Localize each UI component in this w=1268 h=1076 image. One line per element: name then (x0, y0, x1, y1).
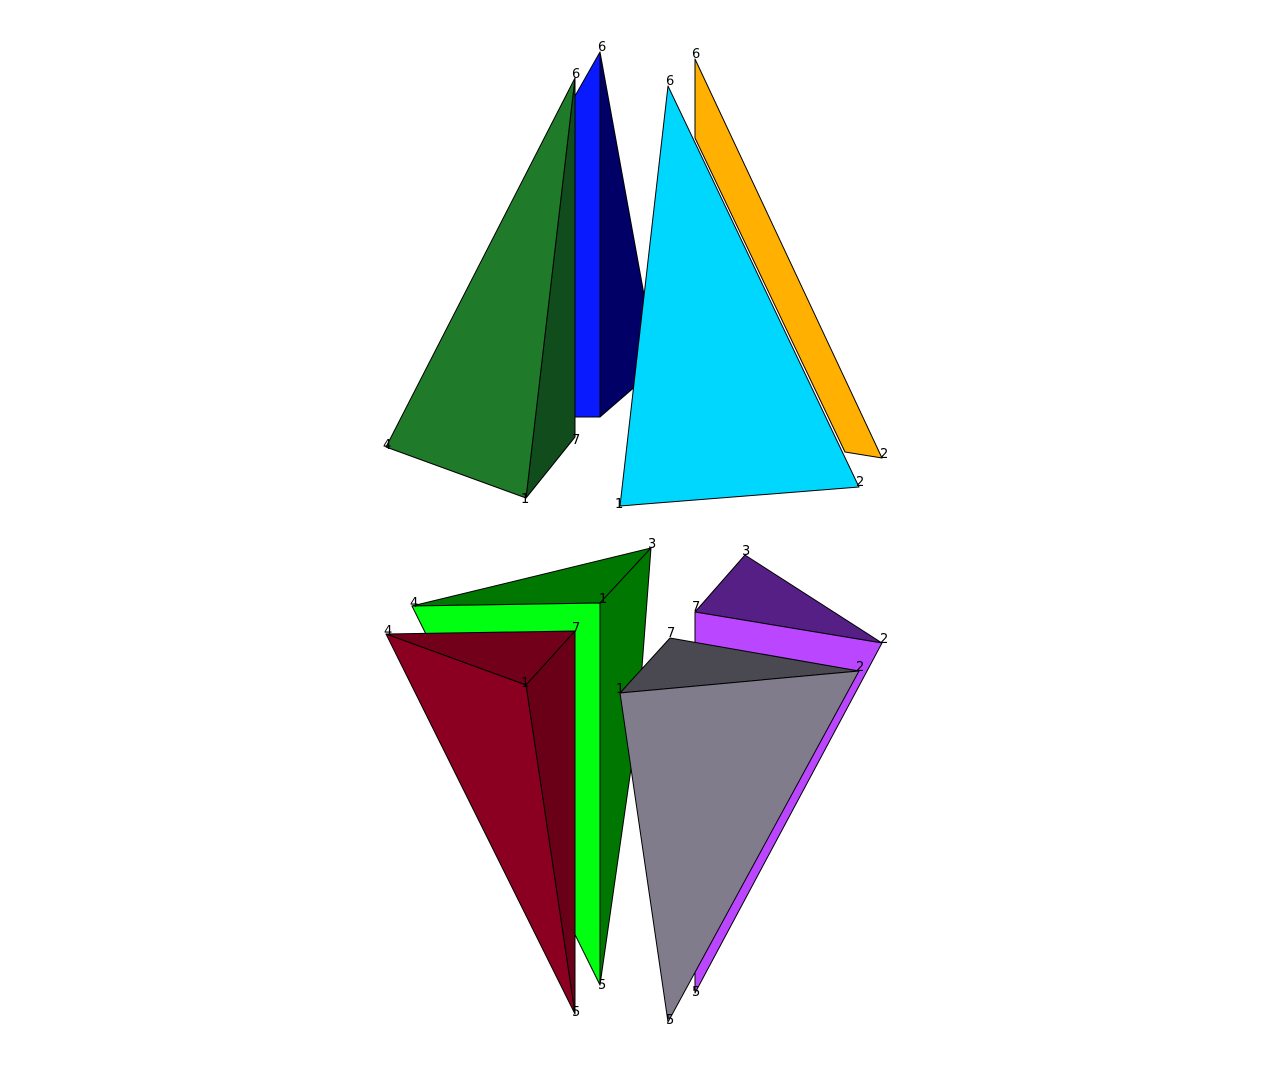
blue-pyramid-front-face (574, 51, 601, 418)
vertex-label-crimson-4: 4 (384, 624, 392, 639)
vertex-label-bottom-green-3: 3 (648, 537, 656, 552)
vertex-label-green-1: 1 (521, 492, 529, 507)
dark-green-pyramid (385, 77, 576, 499)
orange-triangle (694, 58, 883, 459)
vertex-label-green-6: 6 (572, 67, 580, 82)
vertex-label-bottom-green-4: 4 (410, 596, 418, 611)
vertex-label-gray-2: 2 (856, 660, 864, 675)
vertex-label-cyan-2: 2 (856, 475, 864, 490)
vertex-label-bottom-green-5: 5 (598, 978, 606, 993)
vertex-label-crimson-7: 7 (572, 621, 580, 636)
vertex-label-purple-7: 7 (692, 600, 700, 615)
vertex-label-crimson-5: 5 (572, 1005, 580, 1020)
vertex-label-gray-5: 5 (666, 1013, 674, 1028)
vertex-label-gray-7: 7 (667, 626, 675, 641)
crimson-wedge (385, 630, 576, 1015)
vertex-label-orange-2: 2 (880, 447, 888, 462)
vertex-label-gray-1: 1 (616, 682, 624, 697)
vertex-label-green-4: 4 (383, 438, 391, 453)
gray-wedge (619, 637, 860, 1023)
vertex-label-bottom-green-1: 1 (599, 592, 607, 607)
vertex-label-orange-6: 6 (692, 47, 700, 62)
vertex-label-cyan-6: 6 (666, 74, 674, 89)
vertex-label-green-7: 7 (572, 433, 580, 448)
dark-green-pyramid-front-face (385, 77, 576, 499)
blue-pyramid (574, 51, 646, 418)
vertex-label-crimson-1: 1 (521, 676, 529, 691)
cyan-triangle (619, 85, 860, 507)
vertex-label-blue-6: 6 (598, 40, 606, 55)
gray-wedge-front-face (619, 670, 860, 1023)
vertex-label-cyan-1: 1 (615, 497, 623, 512)
vertex-label-purple-5: 5 (692, 985, 700, 1000)
vertex-label-purple-3: 3 (742, 544, 750, 559)
vertex-label-purple-2: 2 (880, 632, 888, 647)
crimson-wedge-front-face (385, 633, 576, 1015)
